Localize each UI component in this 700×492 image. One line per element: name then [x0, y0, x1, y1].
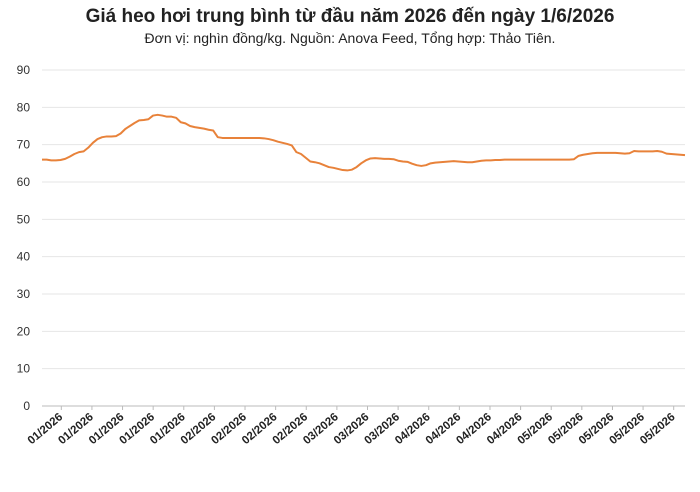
x-tick-label: 05/2026 [638, 411, 678, 447]
y-tick-label: 50 [17, 212, 31, 226]
y-tick-label: 40 [17, 250, 31, 264]
chart-subtitle: Đơn vị: nghìn đồng/kg. Nguồn: Anova Feed… [144, 30, 556, 46]
y-tick-label: 30 [17, 287, 31, 301]
y-tick-label: 20 [17, 324, 31, 338]
y-tick-label: 0 [23, 399, 30, 413]
y-tick-labels: 0 10 20 30 40 50 60 70 80 90 [17, 63, 31, 413]
series [42, 113, 686, 172]
y-tick-label: 90 [17, 63, 31, 77]
y-tick-label: 70 [17, 138, 31, 152]
y-tick-label: 10 [17, 362, 31, 376]
chart-title: Giá heo hơi trung bình từ đầu năm 2026 đ… [85, 6, 615, 27]
price-series-line [42, 113, 686, 172]
y-tick-label: 80 [17, 100, 31, 114]
y-tick-label: 60 [17, 175, 31, 189]
x-tick-labels: 01/202601/202601/202601/202601/202602/20… [26, 411, 678, 447]
grid-lines [42, 69, 685, 370]
axes [42, 405, 685, 410]
